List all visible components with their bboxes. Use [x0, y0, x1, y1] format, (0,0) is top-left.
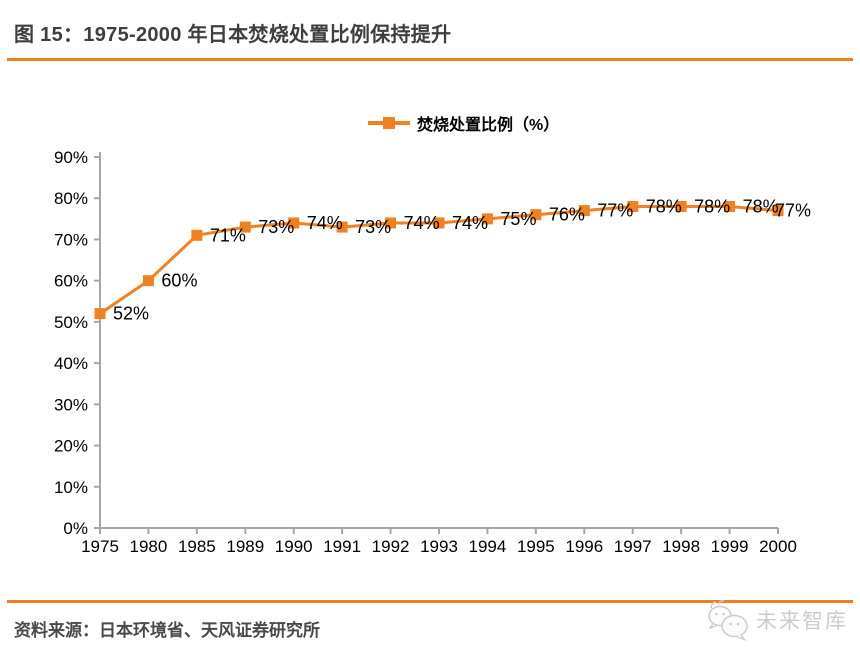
data-point-label: 73%: [258, 217, 294, 237]
data-point-label: 76%: [549, 205, 585, 225]
legend-marker-line: [368, 117, 410, 129]
data-point-label: 60%: [161, 271, 197, 291]
chart-legend: 焚烧处置比例（%）: [368, 111, 559, 135]
chart-canvas: 0% 10% 20% 30% 40% 50% 60% 70% 80% 90% 1975 1980 198…: [54, 148, 811, 556]
data-point-marker: [675, 200, 687, 212]
data-point-label: 78%: [743, 196, 779, 216]
data-point-marker: [481, 213, 493, 225]
data-point-marker: [288, 217, 300, 229]
data-point-marker: [385, 217, 397, 229]
x-tick-label: 1998: [662, 537, 700, 556]
x-tick-label: 1996: [565, 537, 603, 556]
source-text: 资料来源：日本环境省、天风证券研究所: [14, 621, 320, 640]
watermark: 未来智库: [705, 599, 848, 641]
data-point-label: 74%: [404, 213, 440, 233]
data-point-label: 77%: [775, 201, 811, 221]
data-point-label: 78%: [646, 196, 682, 216]
data-point-marker: [433, 217, 445, 229]
x-tick-label: 1985: [178, 537, 216, 556]
data-point-marker: [336, 221, 348, 233]
y-tick-label: 20%: [54, 437, 88, 456]
wechat-logo-icon: [708, 600, 748, 641]
x-tick-label: 1990: [275, 537, 313, 556]
x-tick-label: 1997: [614, 537, 652, 556]
x-tick-label: 1975: [81, 537, 119, 556]
data-point-label: 78%: [694, 196, 730, 216]
x-tick-label: 1993: [420, 537, 458, 556]
data-point-label: 77%: [597, 201, 633, 221]
data-point-label: 75%: [500, 209, 536, 229]
data-point-label: 71%: [210, 225, 246, 245]
data-point-marker: [142, 275, 154, 287]
legend-label: 焚烧处置比例（%）: [417, 117, 560, 134]
x-tick-label: 1995: [517, 537, 555, 556]
watermark-text: 未来智库: [756, 610, 848, 633]
y-tick-label: 60%: [54, 272, 88, 291]
data-point-label: 52%: [113, 304, 149, 324]
x-tick-label: 1980: [130, 537, 168, 556]
data-point-marker: [239, 221, 251, 233]
x-tick-label: 1994: [469, 537, 507, 556]
y-tick-label: 80%: [54, 189, 88, 208]
data-point-label: 73%: [355, 217, 391, 237]
x-tick-label: 2000: [759, 537, 797, 556]
data-point-marker: [772, 205, 784, 217]
data-point-marker: [724, 200, 736, 212]
y-tick-label: 30%: [54, 395, 88, 414]
data-point-marker: [627, 200, 639, 212]
title-divider: [7, 58, 853, 61]
y-tick-label: 70%: [54, 230, 88, 249]
data-point-label: 74%: [307, 213, 343, 233]
data-point-label: 74%: [452, 213, 488, 233]
legend-marker-square: [383, 117, 395, 129]
x-tick-label: 1991: [323, 537, 361, 556]
y-tick-label: 10%: [54, 478, 88, 497]
y-tick-label: 40%: [54, 354, 88, 373]
x-tick-label: 1999: [711, 537, 749, 556]
y-tick-label: 90%: [54, 148, 88, 167]
data-point-marker: [191, 229, 203, 241]
y-tick-label: 0%: [63, 519, 88, 538]
data-point-marker: [578, 205, 590, 217]
data-point-marker: [94, 308, 106, 320]
x-tick-label: 1989: [226, 537, 264, 556]
data-point-marker: [530, 209, 542, 221]
footer-divider: [7, 600, 853, 603]
figure-title: 图 15：1975-2000 年日本焚烧处置比例保持提升: [14, 24, 452, 46]
y-tick-label: 50%: [54, 313, 88, 332]
x-tick-label: 1992: [372, 537, 410, 556]
